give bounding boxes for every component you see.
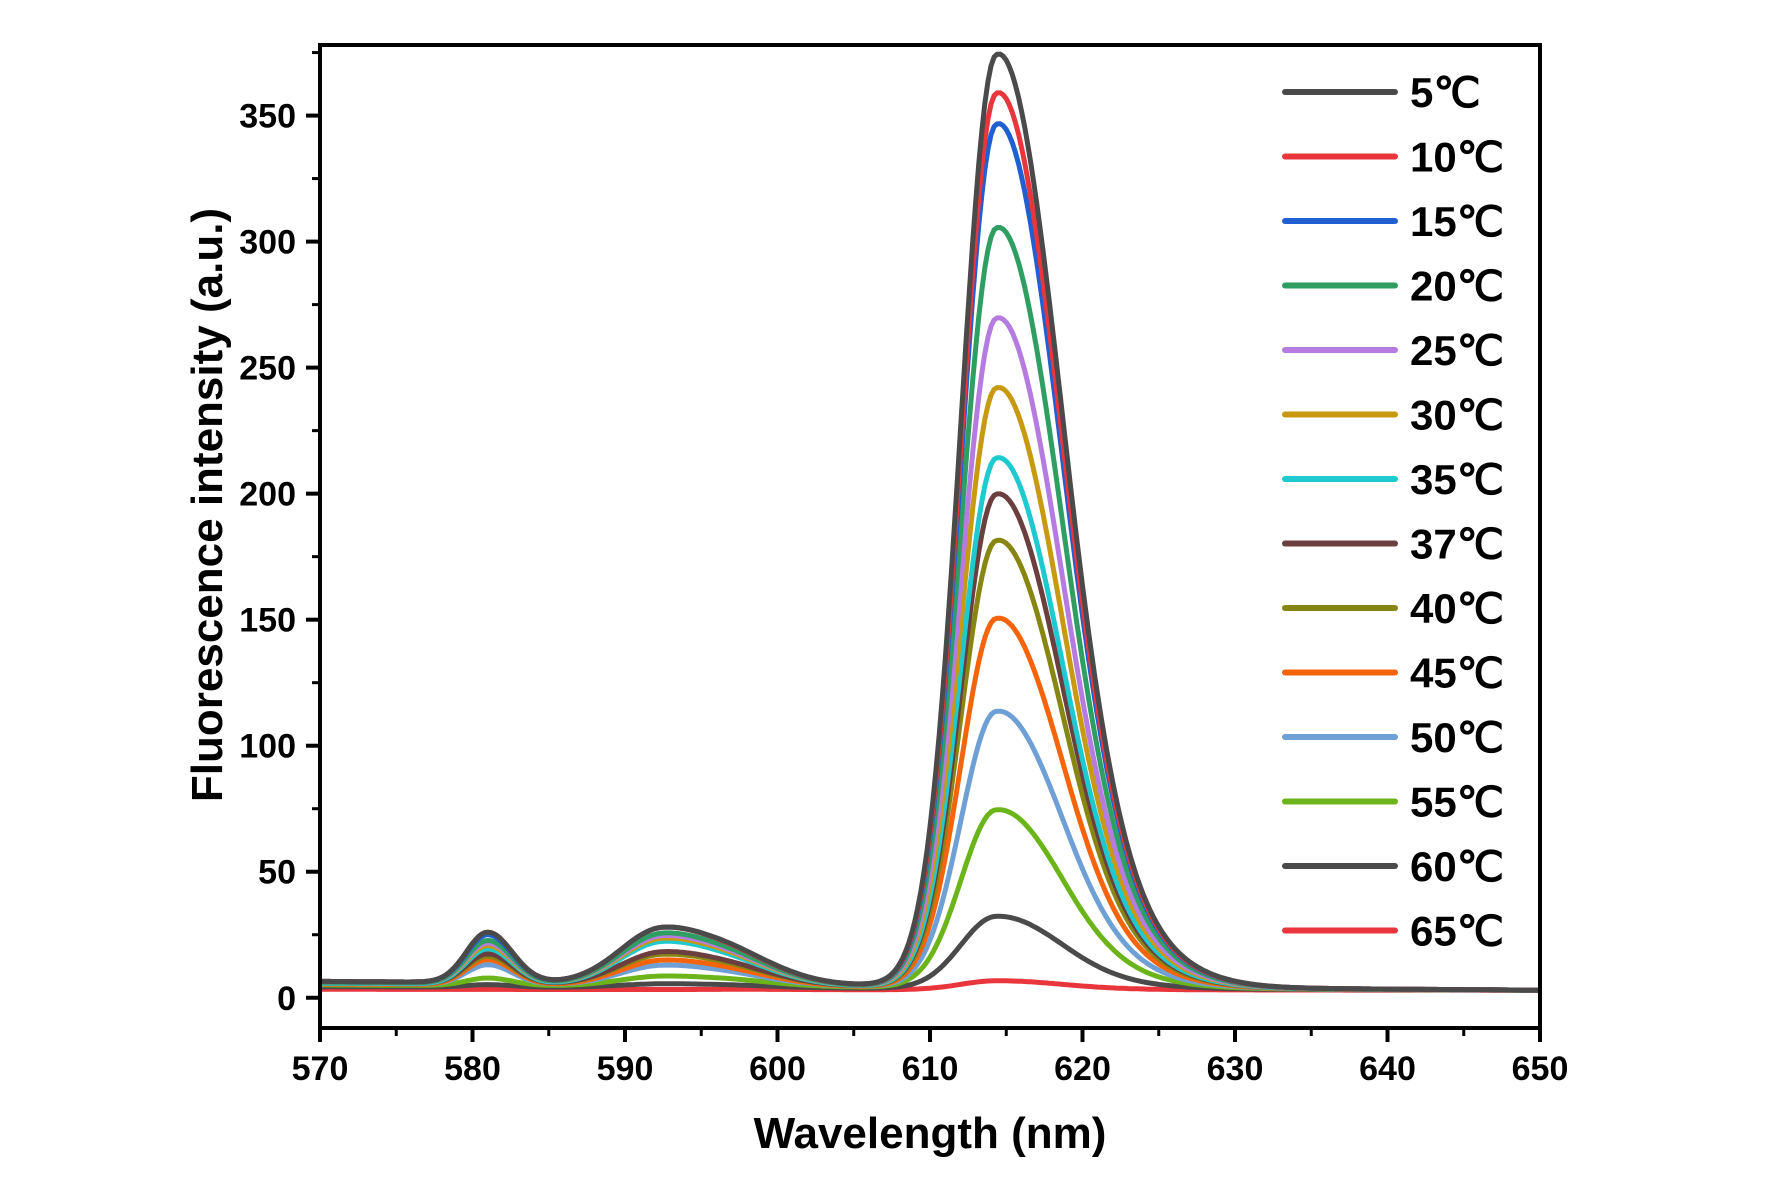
y-tick-label: 350	[239, 98, 296, 136]
legend-label: 35℃	[1410, 456, 1504, 503]
legend-label: 20℃	[1410, 263, 1504, 310]
legend-label: 60℃	[1410, 843, 1504, 890]
x-axis-title: Wavelength (nm)	[754, 1109, 1107, 1158]
y-axis: 0 50 100 150 200 250 300 350	[239, 51, 320, 1018]
legend-label: 5℃	[1410, 69, 1481, 116]
x-tick-label: 580	[444, 1050, 501, 1088]
x-axis: 570 580 590 600 610 620 630 640 650	[292, 1028, 1569, 1088]
x-tick-label: 620	[1054, 1050, 1111, 1088]
x-tick-label: 600	[749, 1050, 806, 1088]
legend-label: 30℃	[1410, 392, 1504, 439]
x-tick-label: 630	[1207, 1050, 1264, 1088]
legend-label: 65℃	[1410, 908, 1504, 955]
y-tick-label: 300	[239, 224, 296, 262]
legend-label: 15℃	[1410, 198, 1504, 245]
legend: 5℃ 10℃ 15℃ 20℃ 25℃ 30℃ 35℃ 37℃ 40℃ 45℃ 50℃ 55℃ 60℃ 65…	[1282, 69, 1504, 955]
y-tick-label: 150	[239, 602, 296, 640]
x-tick-label: 610	[902, 1050, 959, 1088]
legend-label: 50℃	[1410, 714, 1504, 761]
y-tick-label: 100	[239, 728, 296, 766]
legend-label: 37℃	[1410, 521, 1504, 568]
series-line	[320, 51, 1540, 993]
y-tick-label: 0	[277, 980, 296, 1018]
legend-label: 25℃	[1410, 327, 1504, 374]
y-tick-label: 250	[239, 350, 296, 388]
y-tick-label: 50	[258, 854, 296, 892]
legend-label: 55℃	[1410, 779, 1504, 826]
legend-label: 45℃	[1410, 650, 1504, 697]
y-tick-label: 200	[239, 476, 296, 514]
x-tick-label: 590	[597, 1050, 654, 1088]
y-axis-title: Fluorescence intensity (a.u.)	[183, 208, 232, 802]
x-tick-label: 650	[1512, 1050, 1569, 1088]
legend-label: 10℃	[1410, 134, 1504, 181]
x-tick-label: 640	[1359, 1050, 1416, 1088]
legend-label: 40℃	[1410, 585, 1504, 632]
x-tick-label: 570	[292, 1050, 349, 1088]
series-lines	[319, 51, 1540, 993]
